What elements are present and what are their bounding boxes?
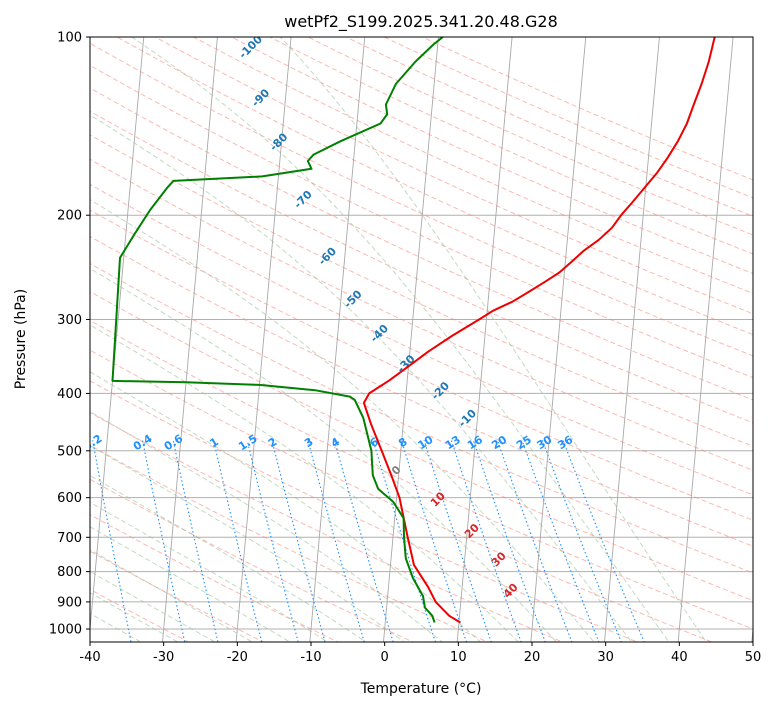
dry-adiabat-line bbox=[90, 209, 753, 521]
x-tick-label: -20 bbox=[227, 650, 248, 665]
y-tick-label: 700 bbox=[57, 531, 82, 546]
mixing-ratio-line bbox=[307, 440, 365, 642]
x-tick-label: 30 bbox=[597, 650, 614, 665]
y-tick-label: 500 bbox=[57, 444, 82, 459]
x-axis-title: Temperature (°C) bbox=[360, 681, 482, 697]
plot-area: -100-90-80-70-60-50-40-30-20-10 0.10.20.… bbox=[90, 37, 753, 642]
x-tick-label: 50 bbox=[745, 650, 762, 665]
isobar-grid bbox=[90, 37, 753, 630]
chart-title: wetPf2_S199.2025.341.20.48.G28 bbox=[284, 12, 558, 32]
y-tick-label: 200 bbox=[57, 209, 82, 224]
moist-adiabat-line bbox=[90, 371, 482, 642]
x-tick-label: 20 bbox=[524, 650, 541, 665]
temperature-profile-line bbox=[362, 37, 716, 624]
plot-frame bbox=[89, 36, 754, 643]
moist-adiabat-line bbox=[90, 501, 329, 642]
x-tick-label: -40 bbox=[79, 650, 100, 665]
moist-adiabat-line bbox=[90, 410, 443, 642]
x-tick-label: 40 bbox=[671, 650, 688, 665]
y-tick-label: 1000 bbox=[49, 623, 82, 638]
dry-adiabat-line bbox=[230, 37, 753, 275]
dry-adiabat-line bbox=[90, 235, 753, 547]
y-tick-label: 600 bbox=[57, 491, 82, 506]
isotherm-line bbox=[383, 37, 439, 642]
sounding-profiles bbox=[111, 37, 716, 624]
dry-adiabat-line bbox=[116, 37, 753, 336]
dry-adiabat-line bbox=[90, 110, 753, 424]
moist-adiabat-lines bbox=[90, 37, 707, 642]
y-tick-label: 400 bbox=[57, 387, 82, 402]
moist-adiabat-line bbox=[131, 37, 670, 642]
y-tick-label: 300 bbox=[57, 313, 82, 328]
dry-adiabat-line bbox=[154, 37, 753, 315]
x-tick-label: 0 bbox=[381, 650, 389, 665]
dry-adiabat-line bbox=[90, 478, 414, 642]
mixing-ratio-line bbox=[372, 440, 437, 642]
mixing-ratio-line bbox=[271, 440, 326, 642]
moist-adiabat-line bbox=[90, 267, 557, 642]
mixing-ratio-line bbox=[246, 440, 299, 642]
mixing-ratio-line bbox=[333, 440, 394, 642]
y-tick-label: 800 bbox=[57, 565, 82, 580]
dry-adiabat-line bbox=[90, 42, 753, 357]
mixing-ratio-lines bbox=[92, 440, 645, 642]
dry-adiabat-line bbox=[90, 291, 753, 602]
isotherm-line bbox=[456, 37, 513, 642]
dry-adiabat-line bbox=[192, 37, 753, 295]
dry-adiabat-line bbox=[90, 444, 489, 642]
isotherm-line bbox=[235, 37, 292, 642]
mixing-ratio-line bbox=[423, 440, 492, 642]
dry-adiabat-line bbox=[383, 37, 753, 199]
y-tick-label: 900 bbox=[57, 595, 82, 610]
x-tick-label: -10 bbox=[300, 650, 321, 665]
dry-adiabat-line bbox=[90, 513, 340, 642]
isotherm-line bbox=[604, 37, 660, 642]
dry-adiabat-line bbox=[90, 87, 753, 401]
isotherm-line bbox=[677, 37, 734, 642]
dewpoint-profile-line bbox=[111, 37, 444, 623]
x-tick-label: 10 bbox=[450, 650, 467, 665]
moist-adiabat-line bbox=[90, 474, 367, 642]
y-axis-ticks: 100 200 300 400 500 600 700 800 900 1000 bbox=[49, 31, 90, 638]
mixing-ratio-line bbox=[450, 440, 522, 642]
isotherm-line bbox=[530, 37, 587, 642]
dry-adiabat-line bbox=[268, 37, 753, 255]
dry-adiabat-line bbox=[306, 37, 753, 236]
moist-adiabat-line bbox=[90, 612, 142, 642]
moist-adiabat-line bbox=[90, 199, 595, 642]
isotherm-line bbox=[90, 37, 145, 634]
moist-adiabat-line bbox=[90, 324, 520, 642]
y-tick-label: 100 bbox=[57, 31, 82, 46]
moist-adiabat-line bbox=[280, 37, 707, 642]
y-axis-title: Pressure (hPa) bbox=[13, 289, 29, 389]
moist-adiabat-line bbox=[90, 114, 633, 642]
x-axis-ticks: -40 -30 -20 -10 0 10 20 30 40 50 bbox=[79, 642, 761, 665]
dry-adiabat-line bbox=[345, 37, 753, 217]
x-tick-label: -30 bbox=[153, 650, 174, 665]
mixing-ratio-line bbox=[562, 440, 645, 642]
dry-adiabat-line bbox=[421, 37, 753, 181]
